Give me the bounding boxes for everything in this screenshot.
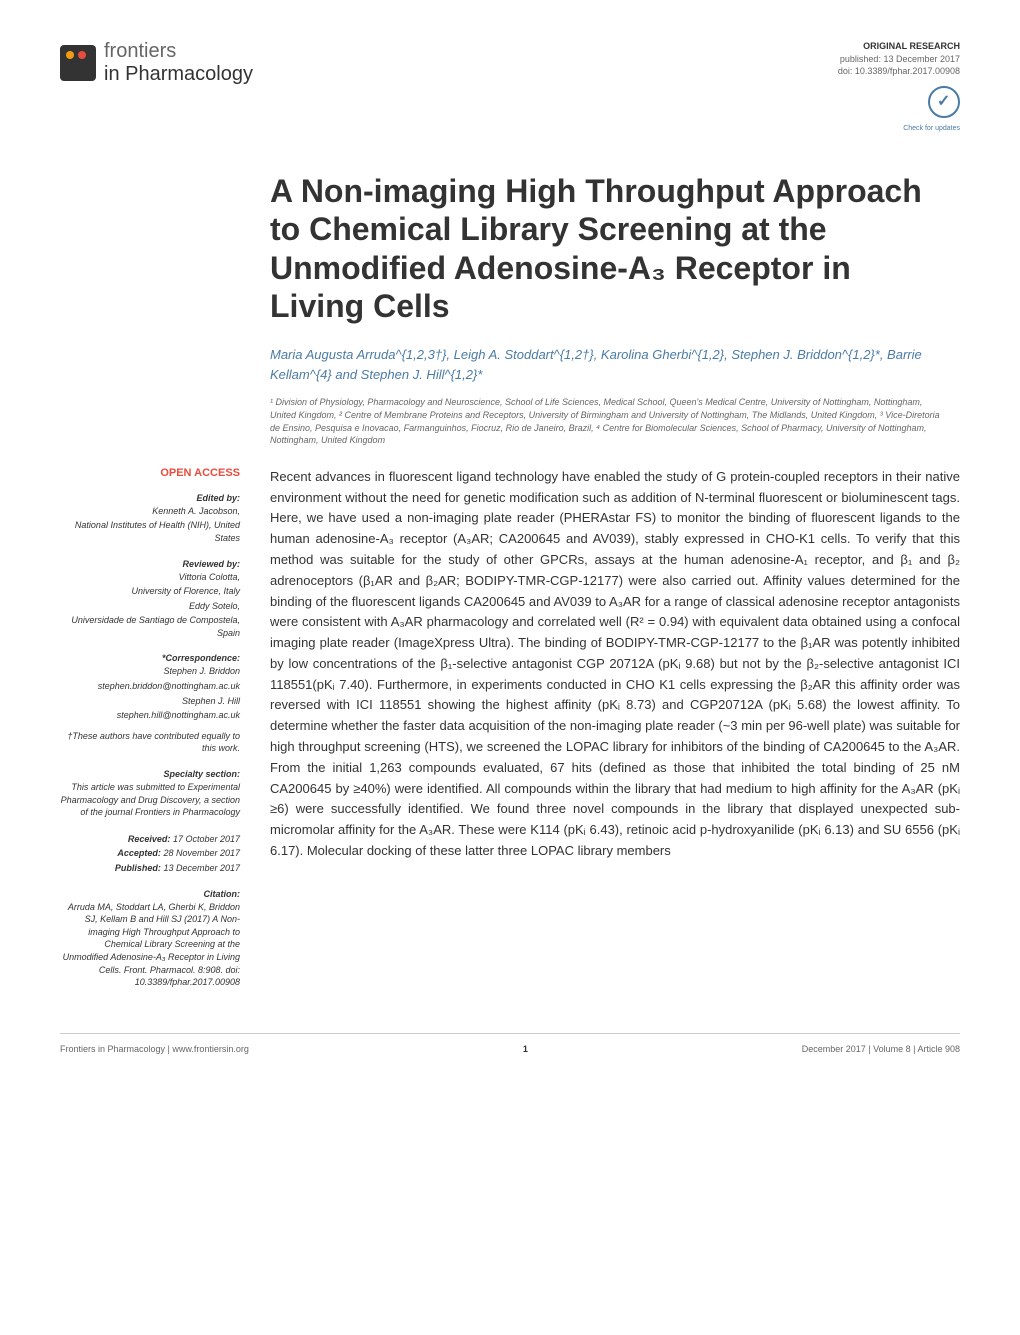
citation-label: Citation: bbox=[60, 889, 240, 899]
frontiers-logo-icon bbox=[60, 45, 96, 81]
abstract-text: Recent advances in fluorescent ligand te… bbox=[270, 467, 960, 1003]
open-access-badge: OPEN ACCESS bbox=[60, 467, 240, 479]
reviewer1-name: Vittoria Colotta, bbox=[60, 571, 240, 584]
editor-name: Kenneth A. Jacobson, bbox=[60, 505, 240, 518]
affiliation-list: ¹ Division of Physiology, Pharmacology a… bbox=[270, 396, 950, 446]
published-date-sidebar: 13 December 2017 bbox=[163, 863, 240, 873]
author-list: Maria Augusta Arruda^{1,2,3†}, Leigh A. … bbox=[270, 345, 950, 384]
published-label: Published: bbox=[115, 863, 161, 873]
page-number: 1 bbox=[523, 1044, 528, 1054]
footer-right: December 2017 | Volume 8 | Article 908 bbox=[802, 1044, 960, 1054]
metadata-sidebar: OPEN ACCESS Edited by: Kenneth A. Jacobs… bbox=[60, 467, 240, 1003]
footer-left: Frontiers in Pharmacology | www.frontier… bbox=[60, 1044, 249, 1054]
edited-by-label: Edited by: bbox=[60, 493, 240, 503]
specialty-label: Specialty section: bbox=[60, 769, 240, 779]
pub-meta-block: ORIGINAL RESEARCH published: 13 December… bbox=[838, 40, 960, 132]
page-header: frontiers in Pharmacology ORIGINAL RESEA… bbox=[60, 40, 960, 132]
equal-contribution-note: †These authors have contributed equally … bbox=[60, 730, 240, 755]
editor-affiliation: National Institutes of Health (NIH), Uni… bbox=[60, 519, 240, 544]
reviewer1-affiliation: University of Florence, Italy bbox=[60, 585, 240, 598]
article-title: A Non-imaging High Throughput Approach t… bbox=[270, 172, 950, 326]
page-footer: Frontiers in Pharmacology | www.frontier… bbox=[60, 1033, 960, 1054]
journal-name-line2: in Pharmacology bbox=[104, 63, 253, 86]
journal-name-line1: frontiers bbox=[104, 40, 253, 63]
reviewer2-name: Eddy Sotelo, bbox=[60, 600, 240, 613]
corr1-name: Stephen J. Briddon bbox=[60, 665, 240, 678]
reviewer2-affiliation: Universidade de Santiago de Compostela, … bbox=[60, 614, 240, 639]
specialty-section: This article was submitted to Experiment… bbox=[60, 781, 240, 819]
correspondence-label: *Correspondence: bbox=[60, 653, 240, 663]
citation-text: Arruda MA, Stoddart LA, Gherbi K, Briddo… bbox=[60, 901, 240, 989]
check-updates-icon[interactable] bbox=[928, 86, 960, 118]
corr2-name: Stephen J. Hill bbox=[60, 695, 240, 708]
corr2-email[interactable]: stephen.hill@nottingham.ac.uk bbox=[60, 709, 240, 722]
published-date: published: 13 December 2017 bbox=[838, 53, 960, 66]
check-updates-label: Check for updates bbox=[838, 125, 960, 132]
received-date: 17 October 2017 bbox=[173, 834, 240, 844]
doi-line: doi: 10.3389/fphar.2017.00908 bbox=[838, 65, 960, 78]
accepted-label: Accepted: bbox=[117, 848, 161, 858]
journal-logo: frontiers in Pharmacology bbox=[60, 40, 253, 86]
corr1-email[interactable]: stephen.briddon@nottingham.ac.uk bbox=[60, 680, 240, 693]
received-label: Received: bbox=[128, 834, 171, 844]
reviewed-by-label: Reviewed by: bbox=[60, 559, 240, 569]
accepted-date: 28 November 2017 bbox=[163, 848, 240, 858]
article-type: ORIGINAL RESEARCH bbox=[838, 40, 960, 53]
